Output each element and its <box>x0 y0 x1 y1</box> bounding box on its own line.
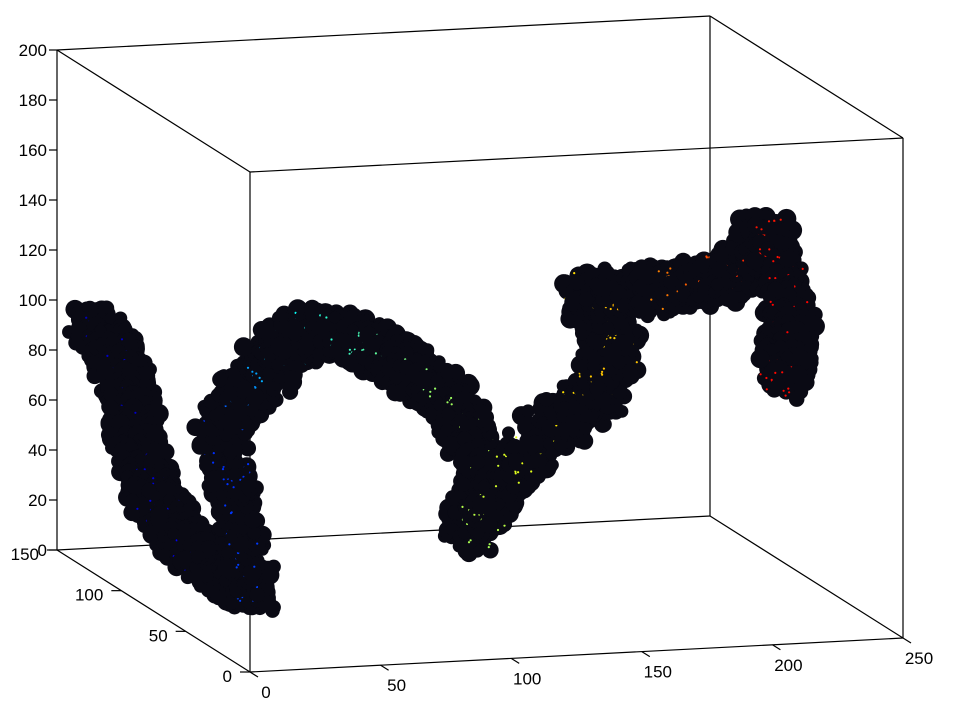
data-point <box>224 504 227 507</box>
point-blob <box>233 536 250 554</box>
data-point <box>106 354 109 357</box>
data-point <box>237 563 240 566</box>
data-point <box>136 507 139 510</box>
point-blob <box>217 558 238 578</box>
point-blob <box>124 493 140 510</box>
data-point <box>253 565 256 568</box>
data-point <box>247 463 250 466</box>
box-edge <box>56 15 711 51</box>
box-edge <box>56 549 251 673</box>
point-blob <box>233 337 254 357</box>
data-point <box>256 542 259 545</box>
data-point <box>149 499 152 502</box>
data-point <box>226 483 229 486</box>
point-blob <box>212 371 228 388</box>
data-point <box>229 511 233 515</box>
point-blob <box>249 587 265 603</box>
data-point <box>152 477 155 480</box>
data-points <box>62 206 825 618</box>
box-edge <box>709 15 904 139</box>
data-point <box>239 599 242 602</box>
data-point <box>235 566 238 569</box>
data-point <box>212 461 215 464</box>
data-point <box>85 316 88 319</box>
data-point <box>232 486 235 489</box>
data-point <box>228 543 231 546</box>
data-point <box>246 366 250 369</box>
data-point <box>212 452 215 455</box>
data-point <box>325 316 328 319</box>
data-point <box>255 372 258 375</box>
point-blob <box>239 476 257 494</box>
point-blob <box>304 306 322 323</box>
data-point <box>254 386 257 389</box>
data-point <box>330 338 333 341</box>
box-edge <box>56 49 251 173</box>
point-blob <box>221 546 234 559</box>
data-point <box>258 376 261 379</box>
data-point <box>348 348 351 351</box>
data-point <box>120 338 124 341</box>
box-edge <box>709 515 904 639</box>
box-edge <box>249 637 904 673</box>
point-blob <box>228 467 242 482</box>
box-edge <box>249 137 904 173</box>
data-point <box>260 380 263 383</box>
data-point <box>221 468 225 471</box>
